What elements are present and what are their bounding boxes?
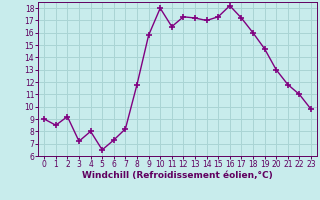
X-axis label: Windchill (Refroidissement éolien,°C): Windchill (Refroidissement éolien,°C): [82, 171, 273, 180]
